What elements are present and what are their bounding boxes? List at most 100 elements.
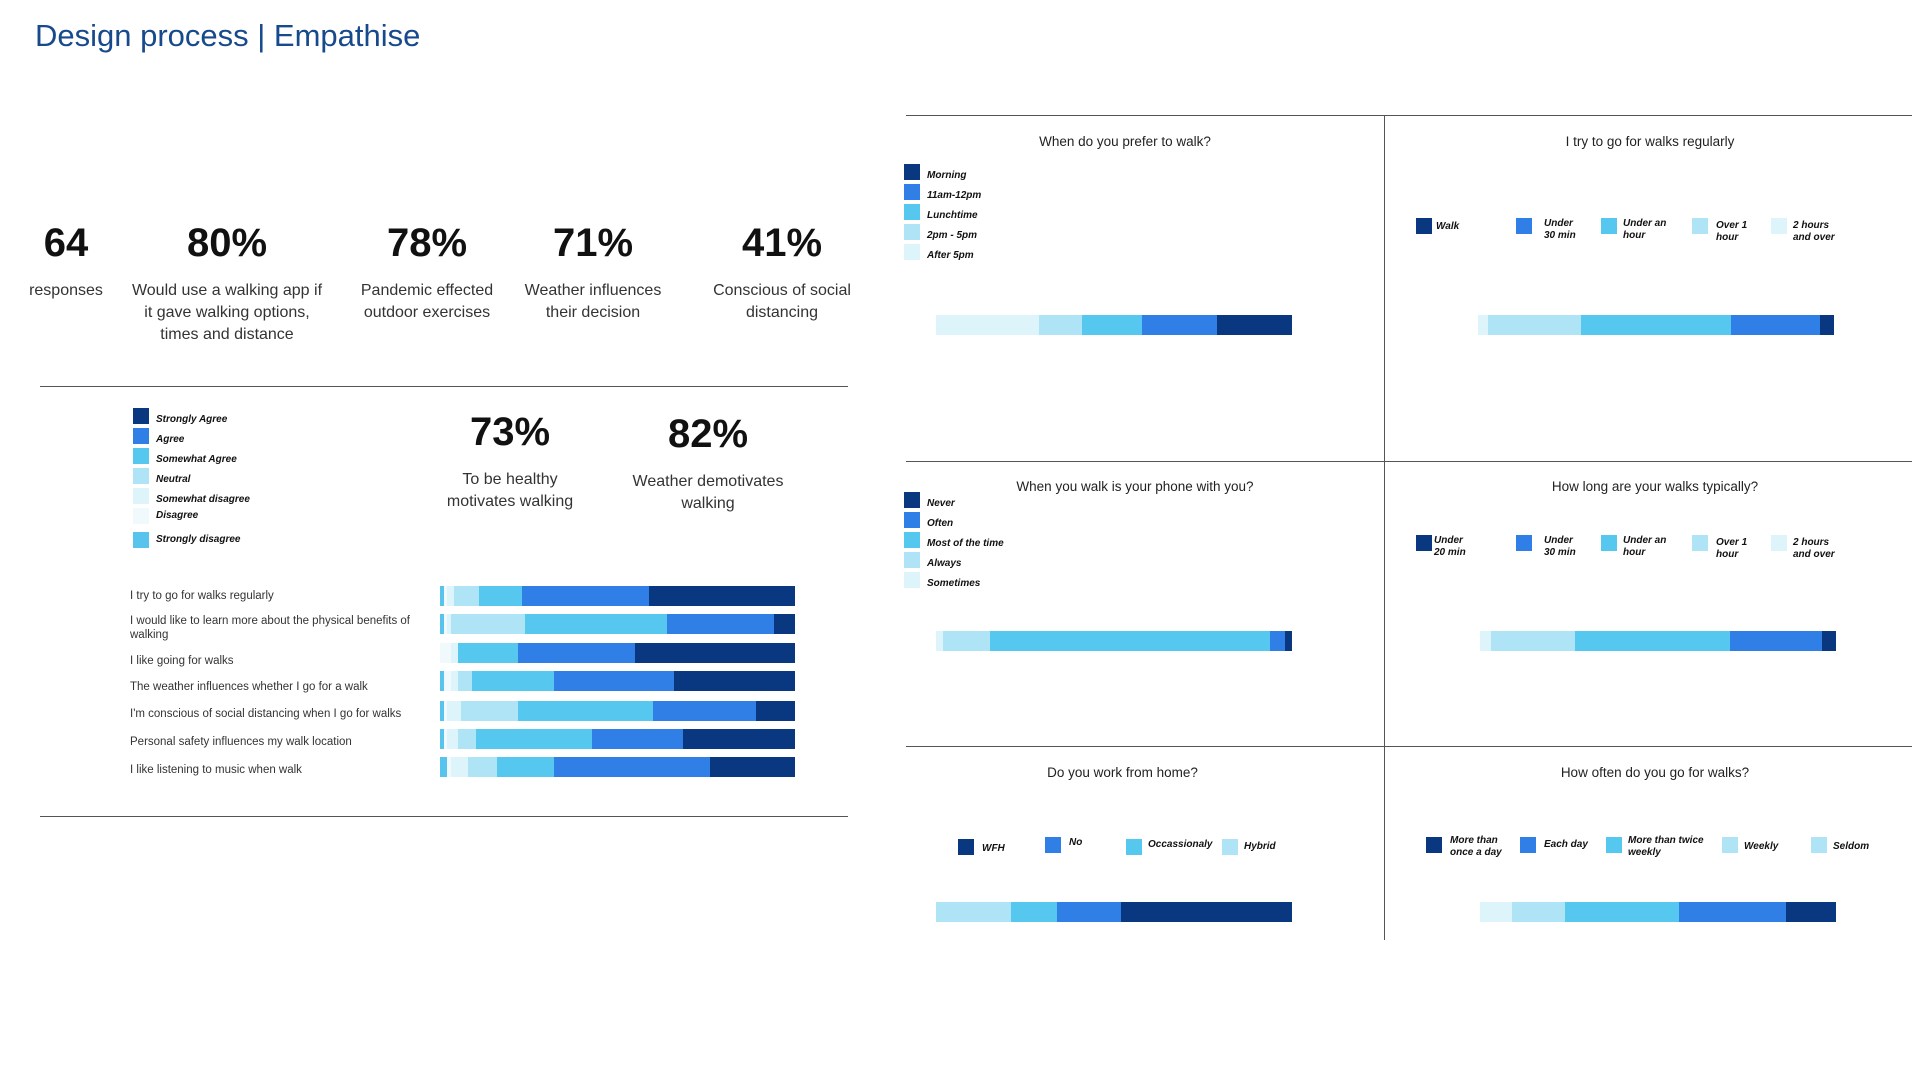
legend-swatch (1426, 837, 1442, 853)
question-label: I would like to learn more about the phy… (130, 615, 410, 641)
bar-segment (709, 757, 795, 777)
bar-segment (1121, 902, 1292, 922)
bar-segment (1786, 902, 1836, 922)
bar-segment (450, 757, 469, 777)
legend-label: Strongly disagree (156, 534, 241, 545)
stat-value: 82% (667, 412, 749, 456)
stat-weather-demotivates: 82% Weather demotivates walking (618, 411, 798, 515)
bar-segment (468, 757, 497, 777)
stacked-bar (440, 671, 795, 691)
divider (906, 746, 1912, 747)
legend-swatch (1601, 535, 1617, 551)
legend-swatch (904, 492, 920, 508)
stat-weather-influences: 71% Weather influences their decision (513, 220, 673, 324)
legend-swatch (1222, 839, 1238, 855)
bar-segment (653, 701, 756, 721)
bar-segment (496, 757, 554, 777)
bar-segment (447, 586, 455, 606)
stat-pandemic: 78% Pandemic effected outdoor exercises (347, 220, 507, 324)
bar-segment (936, 315, 1040, 335)
legend-label: Lunchtime (927, 210, 978, 221)
legend-swatch (1771, 218, 1787, 234)
bar-segment (553, 671, 675, 691)
legend-wfh: WFH No Occassionaly Hybrid (958, 837, 1288, 867)
legend-label: Disagree (156, 510, 199, 521)
bar-segment (943, 631, 990, 651)
stat-value: 41% (741, 221, 823, 265)
bar-segment (649, 586, 795, 606)
legend-swatch (1722, 837, 1738, 853)
bar-segment (1217, 315, 1292, 335)
bar-segment (1270, 631, 1285, 651)
panel-title: When do you prefer to walk? (1039, 134, 1211, 149)
stat-label: Weather influences their decision (524, 282, 662, 321)
legend-swatch (1516, 535, 1532, 551)
legend-prefer-walk: Morning 11am-12pm Lunchtime 2pm - 5pm Af… (904, 164, 1044, 274)
legend-swatch (904, 164, 920, 180)
bar-segment (1478, 315, 1489, 335)
stat-label: Pandemic effected outdoor exercises (360, 282, 494, 321)
stacked-bar (1480, 631, 1836, 651)
bar-segment (1512, 902, 1566, 922)
bar-segment (989, 631, 1271, 651)
bar-segment (525, 614, 668, 634)
legend-label: Most of the time (927, 538, 1004, 549)
stacked-bar (440, 614, 795, 634)
bar-segment (447, 614, 451, 634)
legend-label: Each day (1544, 839, 1588, 850)
stacked-bar (440, 757, 795, 777)
legend-label: 11am-12pm (927, 190, 982, 201)
legend-label: Never (927, 498, 955, 509)
bar-segment (1580, 315, 1732, 335)
stat-label: To be healthy motivates walking (446, 471, 574, 510)
legend-label: Sometimes (927, 578, 981, 589)
bar-segment (1488, 315, 1581, 335)
stacked-bar (936, 631, 1292, 651)
divider (40, 816, 848, 817)
bar-segment (1010, 902, 1058, 922)
bar-segment (479, 586, 522, 606)
bar-segment (518, 701, 653, 721)
panel-title: I try to go for walks regularly (1565, 134, 1735, 149)
panel-title: When you walk is your phone with you? (1016, 479, 1254, 494)
legend-swatch (1692, 535, 1708, 551)
stat-label: Would use a walking app if it gave walki… (131, 282, 323, 343)
legend-swatch (133, 488, 149, 504)
divider (40, 386, 848, 387)
bar-segment (667, 614, 774, 634)
legend-label: Somewhat Agree (156, 454, 237, 465)
legend-label: More than once a day (1450, 835, 1502, 858)
divider (1384, 115, 1385, 940)
bar-segment (450, 643, 458, 663)
bar-segment (443, 701, 448, 721)
stat-healthy: 73% To be healthy motivates walking (430, 409, 590, 513)
stacked-bar (1478, 315, 1834, 335)
legend-swatch (1601, 218, 1617, 234)
legend-label: Under 30 min (1544, 535, 1576, 558)
bar-segment (443, 614, 448, 634)
question-label: I try to go for walks regularly (130, 590, 274, 602)
legend-swatch (1520, 837, 1536, 853)
bar-segment (682, 729, 795, 749)
bar-segment (443, 729, 448, 749)
bar-segment (1490, 631, 1576, 651)
stat-label: responses (29, 282, 103, 299)
bar-segment (1679, 902, 1787, 922)
stacked-bar (440, 701, 795, 721)
bar-segment (773, 614, 795, 634)
bar-segment (461, 701, 519, 721)
legend-swatch (904, 204, 920, 220)
legend-swatch (904, 184, 920, 200)
legend-label: Hybrid (1244, 841, 1276, 852)
bar-segment (674, 671, 795, 691)
stat-responses: 64 responses (14, 220, 118, 302)
bar-segment (1820, 315, 1834, 335)
legend-label: 2pm - 5pm (927, 230, 978, 241)
legend-swatch (1771, 535, 1787, 551)
legend-phone: Never Often Most of the time Always Some… (904, 492, 1044, 602)
legend-label: Under an hour (1623, 535, 1667, 558)
bar-segment (1565, 902, 1680, 922)
divider (906, 461, 1912, 462)
legend-swatch (1606, 837, 1622, 853)
likert-legend: Strongly Agree Agree Somewhat Agree Neut… (133, 408, 333, 553)
